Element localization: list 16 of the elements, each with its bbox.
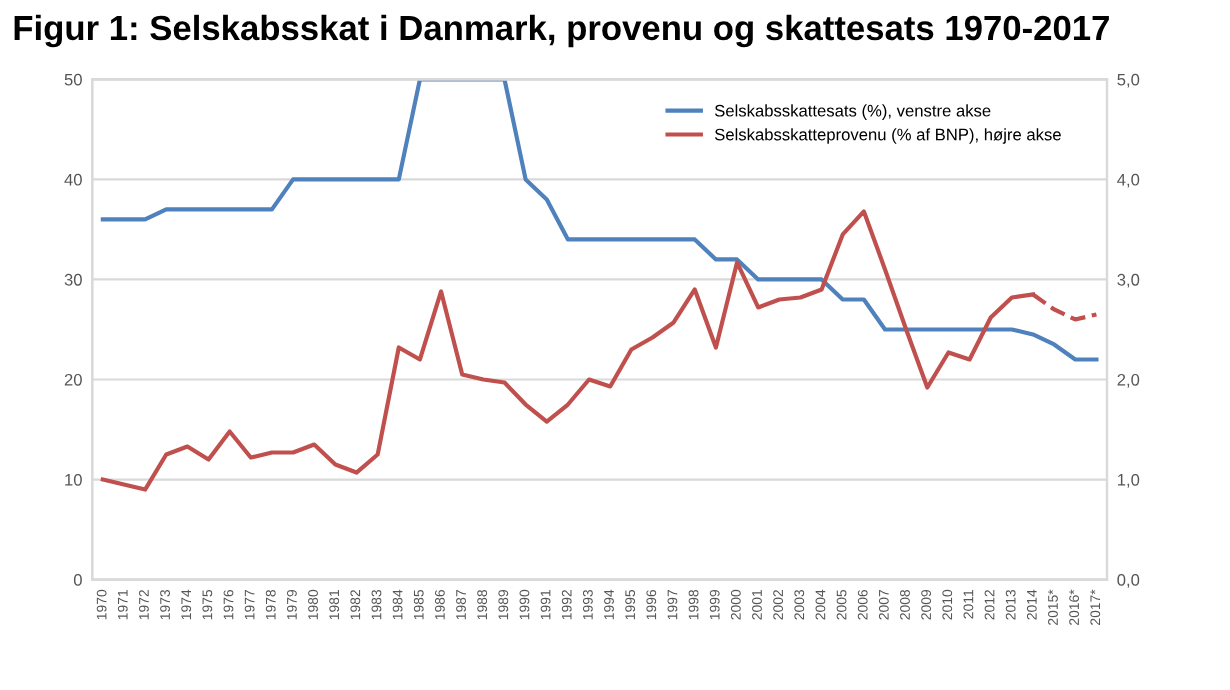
y2-tick-label: 5,0 [1117,73,1140,88]
y2-tick-label: 3,0 [1117,273,1140,288]
y2-tick-label: 2,0 [1117,373,1140,388]
chart-title: Figur 1: Selskabsskat i Danmark, provenu og skattesats 1970-2017 [14,14,1109,48]
y2-tick-label: 1,0 [1117,473,1140,488]
y-tick-label: 50 [64,73,82,86]
y-tick-label: 10 [65,473,82,486]
y2-tick-label: 4,0 [1117,173,1140,188]
y-tick-label: 0 [73,574,82,586]
line-series [100,79,1099,362]
y-tick-label: 40 [64,173,82,186]
y-tick-label: 30 [64,273,82,286]
legend-label: Selskabsskattesats (%), venstre akse [714,104,991,120]
y-tick-label: 20 [64,373,82,386]
y2-tick-label: 0,0 [1117,574,1140,588]
legend-label: Selskabsskatteprovenu (% af BNP), højre akse [714,128,1061,144]
